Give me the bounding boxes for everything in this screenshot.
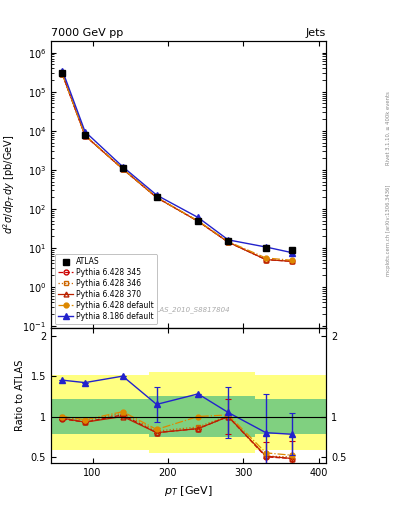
Text: ATLAS_2010_S8817804: ATLAS_2010_S8817804 <box>147 307 230 313</box>
Text: 7000 GeV pp: 7000 GeV pp <box>51 28 123 38</box>
Y-axis label: $d^2\sigma/dp_T\,dy$ [pb/GeV]: $d^2\sigma/dp_T\,dy$ [pb/GeV] <box>1 135 17 234</box>
Text: mcplots.cern.ch [arXiv:1306.3436]: mcplots.cern.ch [arXiv:1306.3436] <box>386 185 391 276</box>
Y-axis label: Ratio to ATLAS: Ratio to ATLAS <box>15 360 25 431</box>
Legend: ATLAS, Pythia 6.428 345, Pythia 6.428 346, Pythia 6.428 370, Pythia 6.428 defaul: ATLAS, Pythia 6.428 345, Pythia 6.428 34… <box>55 254 157 324</box>
X-axis label: $p_T$ [GeV]: $p_T$ [GeV] <box>164 484 213 498</box>
Text: Rivet 3.1.10, ≥ 400k events: Rivet 3.1.10, ≥ 400k events <box>386 91 391 165</box>
Text: Jets: Jets <box>306 28 326 38</box>
